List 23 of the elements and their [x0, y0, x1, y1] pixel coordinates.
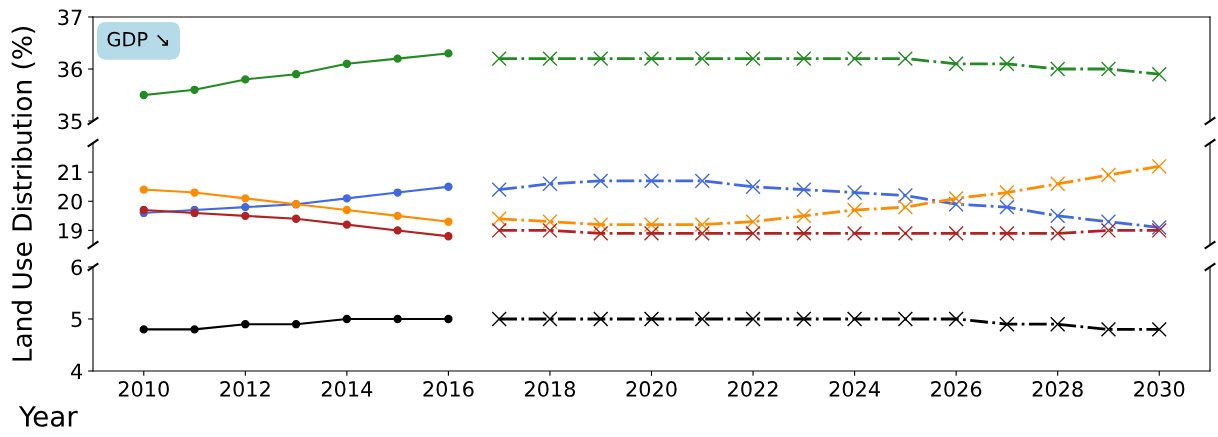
y-tick-label: 20 [58, 193, 82, 210]
y-tick-label: 21 [58, 164, 82, 181]
y-tick-label: 35 [58, 113, 82, 130]
x-tick-label: 2012 [220, 381, 270, 397]
y-tick-label: 5 [71, 311, 82, 328]
x-tick-label: 2018 [524, 381, 576, 397]
x-tick-label: 2022 [728, 381, 778, 397]
x-tick-label: 2028 [1032, 381, 1083, 397]
y-tick-label: 19 [59, 222, 82, 239]
x-axis-title: Year [18, 406, 78, 427]
x-tick-label: 2016 [423, 381, 474, 397]
x-tick-label: 2026 [931, 381, 982, 397]
y-axis-title: Land Use Distribution (%) [11, 27, 36, 361]
x-tick-label: 2020 [626, 381, 677, 397]
annotation: GDP ↘ [107, 31, 169, 47]
y-tick-label: 6 [71, 259, 82, 276]
y-tick-label: 36 [58, 61, 82, 78]
x-tick-label: 2024 [829, 381, 880, 397]
y-tick-label: 4 [71, 363, 83, 379]
y-tick-label: 37 [58, 9, 82, 26]
x-tick-label: 2010 [118, 381, 169, 397]
x-tick-label: 2030 [1134, 381, 1185, 397]
x-tick-label: 2014 [321, 381, 373, 397]
